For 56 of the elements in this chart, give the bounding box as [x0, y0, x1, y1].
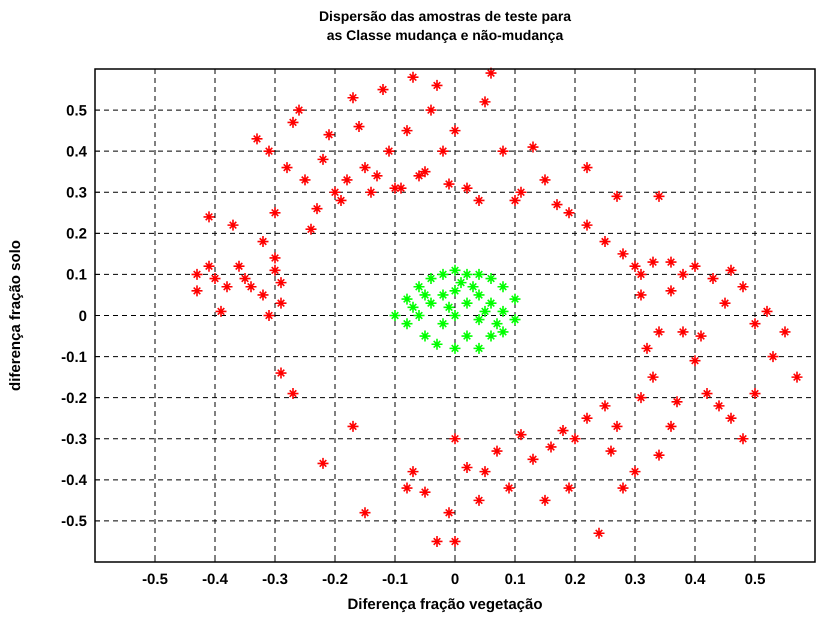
- x-tick-label: 0.3: [624, 571, 646, 588]
- point: [406, 300, 420, 314]
- point: [466, 280, 480, 294]
- y-tick-label: -0.3: [61, 431, 87, 448]
- y-tick-label: 0.2: [66, 226, 87, 243]
- point: [490, 317, 504, 330]
- point: [472, 313, 486, 326]
- point: [388, 309, 402, 322]
- point: [496, 305, 510, 318]
- point: [460, 296, 474, 310]
- x-tick-label: -0.2: [322, 571, 348, 588]
- point: [400, 317, 414, 330]
- y-tick-label: 0.1: [66, 266, 87, 284]
- x-tick-label: -0.5: [142, 571, 168, 588]
- point: [442, 300, 456, 314]
- x-tick-label: 0.1: [504, 571, 526, 588]
- point: [412, 280, 426, 294]
- x-tick-label: 0.2: [564, 571, 586, 588]
- x-tick-label: 0: [450, 571, 460, 588]
- x-tick-label: -0.3: [262, 571, 288, 588]
- point: [400, 292, 414, 306]
- y-tick-label: -0.2: [61, 390, 87, 407]
- point: [448, 342, 462, 355]
- point: [460, 330, 474, 342]
- point: [430, 338, 444, 351]
- point: [436, 317, 450, 330]
- point: [448, 309, 462, 322]
- y-tick-label: -0.5: [61, 513, 87, 530]
- y-tick-label: 0.3: [66, 184, 87, 202]
- point: [460, 268, 474, 281]
- point: [424, 296, 438, 310]
- y-tick-label: 0.5: [66, 102, 87, 120]
- y-axis-title: diferença fração solo: [7, 240, 24, 391]
- x-tick-label: 0.5: [744, 571, 766, 588]
- point: [412, 309, 426, 322]
- y-tick-label: -0.1: [61, 348, 87, 366]
- point: [472, 342, 486, 355]
- y-tick-label: 0: [78, 308, 87, 325]
- chart-title: Dispersão das amostras de teste para as Classe mudança e não-mudança: [318, 8, 572, 43]
- y-tick-label: 0.4: [66, 143, 88, 160]
- point: [418, 330, 432, 342]
- y-tick-label: -0.4: [61, 472, 88, 490]
- x-tick-label: 0.4: [684, 571, 706, 588]
- point: [418, 288, 432, 302]
- point: [478, 305, 492, 318]
- point: [508, 292, 522, 306]
- point: [496, 280, 510, 294]
- point: [454, 276, 468, 289]
- point: [484, 272, 498, 285]
- point: [508, 313, 522, 326]
- x-axis-title: Diferença fração vegetação: [347, 596, 543, 613]
- point: [484, 296, 498, 310]
- x-tick-label: -0.1: [382, 571, 408, 588]
- point: [472, 268, 486, 281]
- x-tick-label: -0.4: [202, 571, 229, 588]
- point: [472, 288, 486, 302]
